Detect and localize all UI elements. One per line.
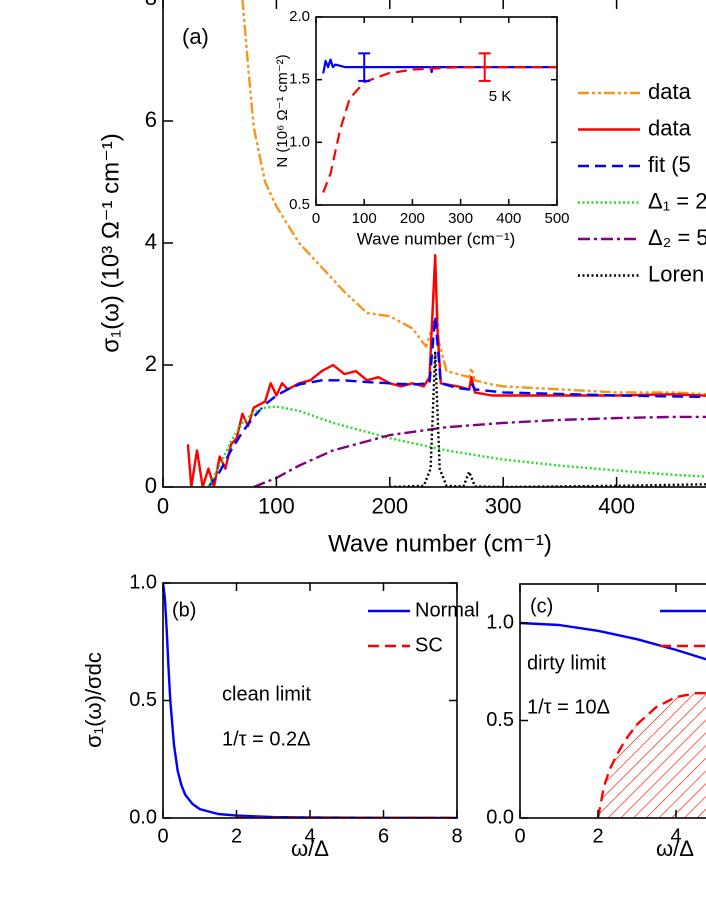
series-line — [253, 415, 706, 487]
x-tick-label: 0 — [157, 494, 169, 519]
y-tick-label: 1.5 — [289, 71, 310, 88]
error-bar — [478, 52, 491, 82]
x-axis-label: Wave number (cm⁻¹) — [328, 530, 552, 557]
x-tick-label: 400 — [598, 494, 635, 519]
y-axis-label: σ₁(ω) (10³ Ω⁻¹ cm⁻¹) — [97, 133, 124, 353]
plot-area — [186, 0, 706, 487]
chart: 0 2 4 6 8 0.0 0.5 1.0 ω/Δ σ₁(ω)/σdc (b) clean limit… — [81, 571, 480, 861]
legend-label: data — [648, 79, 692, 104]
chart: 0 100 200 300 400 500 0.5 1.0 1.5 2.0 Wave number … — [274, 8, 570, 249]
y-tick-label: 0.5 — [129, 689, 157, 711]
x-tick-label: 100 — [258, 494, 295, 519]
x-axis-label: Wave number (cm⁻¹) — [357, 229, 516, 248]
y-tick-label: 0.0 — [129, 806, 157, 828]
x-axis-label: ω/Δ — [656, 836, 694, 861]
plot-area — [322, 52, 557, 193]
panel-label: (b) — [172, 599, 196, 621]
y-tick-label: 2 — [145, 351, 157, 376]
y-tick-label: 0.0 — [486, 806, 514, 828]
annotation: dirty limit — [527, 652, 606, 674]
y-tick-label: 6 — [145, 107, 157, 132]
x-tick-label: 8 — [451, 825, 462, 847]
y-tick-label: 1.0 — [129, 571, 157, 593]
hatch-area — [598, 693, 706, 818]
x-axis-label: ω/Δ — [291, 836, 329, 861]
x-tick-label: 4 — [670, 825, 681, 847]
x-tick-label: 0 — [312, 210, 320, 227]
annotation: 1/τ = 10Δ — [527, 696, 610, 718]
legend-label: Δ₁ = 2 — [648, 188, 706, 213]
x-tick-label: 300 — [485, 494, 522, 519]
legend: data data fit (5 Δ₁ = 2 Δ₂ = 5 Loren — [578, 79, 706, 286]
y-axis-label: σ₁(ω)/σdc — [81, 652, 106, 748]
panel-label: (c) — [530, 595, 553, 617]
y-tick-label: 0 — [145, 473, 157, 498]
x-tick-label: 2 — [231, 825, 242, 847]
y-tick-label: 1.0 — [289, 133, 310, 150]
error-bar — [358, 52, 371, 82]
legend-label: data — [648, 115, 692, 140]
annotation: 1/τ = 0.2Δ — [222, 728, 311, 750]
series-line — [389, 351, 706, 487]
x-tick-label: 200 — [400, 210, 425, 227]
y-tick-label: 0.5 — [486, 709, 514, 731]
x-tick-label: 500 — [544, 210, 569, 227]
legend-label: fit (5 — [648, 152, 691, 177]
y-tick-label: 0.5 — [289, 196, 310, 213]
series-line — [207, 315, 706, 487]
legend — [660, 609, 706, 648]
y-tick-label: 4 — [145, 229, 157, 254]
annotation: clean limit — [222, 683, 311, 705]
x-tick-label: 2 — [592, 825, 603, 847]
x-tick-label: 300 — [448, 210, 473, 227]
legend-label: Loren — [648, 261, 704, 286]
plot-frame — [315, 16, 558, 206]
x-tick-label: 0 — [514, 825, 525, 847]
y-axis-label: N (10⁶ Ω⁻¹ cm⁻²) — [274, 54, 291, 167]
legend-label: SC — [415, 634, 443, 656]
panel-label: (a) — [182, 24, 209, 49]
chart: 0 100 200 300 400 500 0 2 4 6 8 Wave number (cm⁻¹) σ… — [97, 0, 706, 557]
x-tick-label: 400 — [496, 210, 521, 227]
series-line — [186, 254, 706, 487]
y-tick-label: 8 — [145, 0, 157, 10]
annotation: 5 K — [489, 88, 512, 105]
x-tick-label: 4 — [304, 825, 315, 847]
x-tick-label: 100 — [352, 210, 377, 227]
legend-label: Δ₂ = 5 — [648, 225, 706, 250]
plot-area — [520, 621, 706, 818]
x-tick-label: 6 — [378, 825, 389, 847]
legend: Normal SC — [368, 599, 479, 656]
y-tick-label: 2.0 — [289, 8, 310, 25]
y-tick-label: 1.0 — [486, 611, 514, 633]
x-tick-label: 0 — [157, 825, 168, 847]
series-line — [520, 621, 706, 661]
inset-background — [316, 17, 557, 205]
legend-label: Normal — [415, 599, 479, 621]
series-line — [596, 692, 706, 818]
x-tick-label: 200 — [371, 494, 408, 519]
series-line — [322, 66, 557, 193]
